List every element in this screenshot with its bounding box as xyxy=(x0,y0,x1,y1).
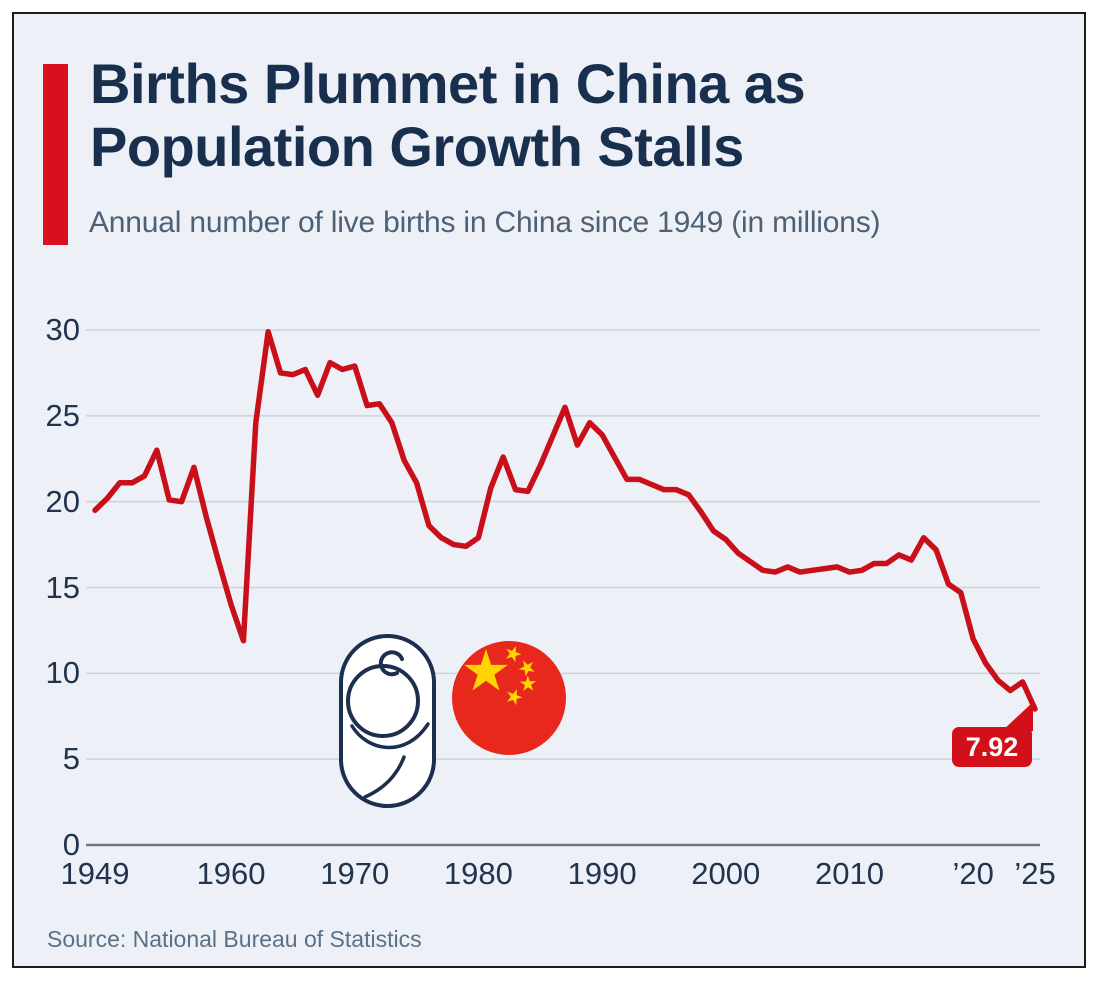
chart-title-line2: Population Growth Stalls xyxy=(90,115,744,178)
x-tick-label: ’20 xyxy=(952,856,994,891)
value-badge-pointer xyxy=(1002,702,1033,732)
title-accent-bar xyxy=(43,64,68,245)
y-tick-label: 15 xyxy=(45,569,80,605)
x-tick-label: 1990 xyxy=(567,856,637,891)
baby-swaddle-icon xyxy=(339,634,436,808)
y-tick-label: 25 xyxy=(45,397,80,433)
x-tick-label: 1970 xyxy=(320,856,390,891)
x-tick-label: 2010 xyxy=(814,856,884,891)
x-tick-label: 2000 xyxy=(691,856,761,891)
chart-title-line1: Births Plummet in China as xyxy=(90,52,806,115)
x-tick-label: 1980 xyxy=(443,856,513,891)
y-tick-label: 10 xyxy=(45,655,80,691)
gridlines xyxy=(86,329,1040,760)
y-tick-label: 5 xyxy=(62,741,80,777)
y-tick-label: 0 xyxy=(62,827,80,862)
births-data-line xyxy=(92,328,1038,712)
chart-subtitle: Annual number of live births in China si… xyxy=(89,206,881,239)
x-tick-label: ’25 xyxy=(1014,856,1056,891)
chart-title: Births Plummet in China as Population Gr… xyxy=(90,52,806,178)
x-tick-label: 1949 xyxy=(60,856,130,891)
x-tick-label: 1960 xyxy=(196,856,266,891)
y-tick-label: 30 xyxy=(45,312,80,347)
china-flag-icon xyxy=(452,641,566,755)
source-note: Source: National Bureau of Statistics xyxy=(47,926,422,952)
y-tick-label: 20 xyxy=(45,483,80,519)
latest-value-badge: 7.92 xyxy=(952,727,1032,768)
infographic-card xyxy=(12,12,1086,968)
